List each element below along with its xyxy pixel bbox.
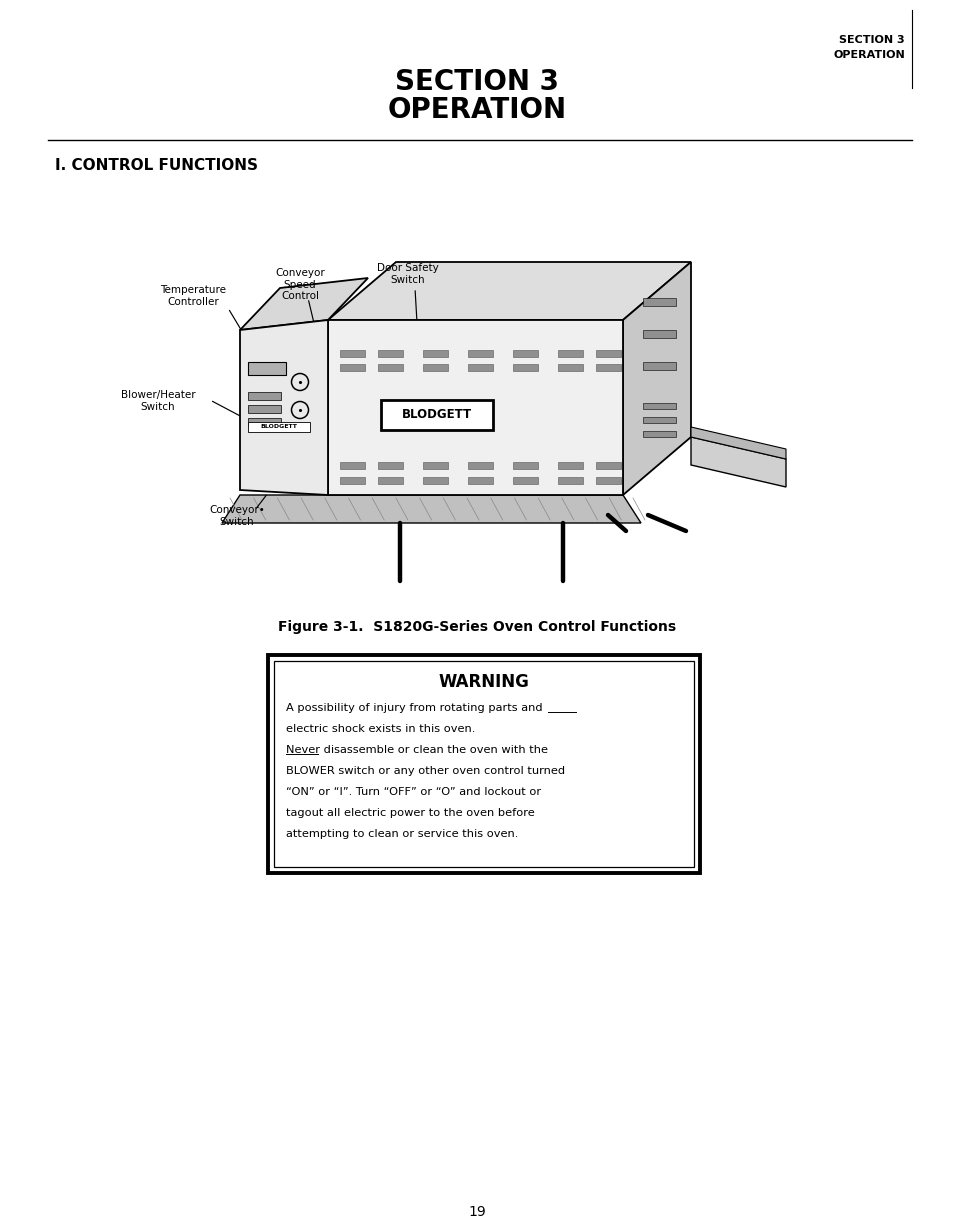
Text: BLODGETT: BLODGETT: [260, 425, 297, 430]
Polygon shape: [690, 437, 785, 487]
Polygon shape: [222, 495, 640, 524]
Bar: [468, 477, 493, 484]
Bar: [339, 477, 365, 484]
Bar: [468, 363, 493, 371]
Bar: [268, 655, 700, 873]
Bar: [377, 363, 402, 371]
Text: SECTION 3: SECTION 3: [395, 68, 558, 96]
Bar: [377, 350, 402, 357]
Text: “ON” or “I”. Turn “OFF” or “O” and lockout or: “ON” or “I”. Turn “OFF” or “O” and locko…: [286, 787, 540, 797]
Bar: [468, 350, 493, 357]
Polygon shape: [240, 278, 368, 330]
Bar: [248, 405, 281, 413]
Polygon shape: [622, 262, 690, 495]
Text: I. CONTROL FUNCTIONS: I. CONTROL FUNCTIONS: [55, 158, 257, 172]
Bar: [558, 462, 582, 469]
Bar: [642, 298, 676, 306]
Bar: [248, 392, 281, 400]
Polygon shape: [328, 320, 622, 495]
Bar: [513, 350, 537, 357]
Text: 19: 19: [468, 1205, 485, 1218]
Bar: [248, 362, 286, 375]
Bar: [642, 330, 676, 338]
Text: A possibility of injury from rotating parts and: A possibility of injury from rotating pa…: [286, 703, 542, 713]
Bar: [558, 350, 582, 357]
Polygon shape: [240, 320, 328, 495]
Text: electric shock exists in this oven.: electric shock exists in this oven.: [286, 724, 475, 734]
Polygon shape: [328, 262, 690, 320]
Bar: [596, 462, 620, 469]
Bar: [248, 423, 310, 432]
Bar: [513, 477, 537, 484]
Bar: [339, 350, 365, 357]
Bar: [596, 350, 620, 357]
Bar: [422, 363, 448, 371]
Text: OPERATION: OPERATION: [832, 51, 904, 60]
Bar: [642, 416, 676, 423]
Bar: [422, 462, 448, 469]
Bar: [422, 350, 448, 357]
Text: Conveyor•
Switch: Conveyor• Switch: [209, 505, 265, 526]
Text: Figure 3-1.  S1820G-Series Oven Control Functions: Figure 3-1. S1820G-Series Oven Control F…: [277, 620, 676, 634]
Bar: [468, 462, 493, 469]
Text: Blower/Heater
Switch: Blower/Heater Switch: [121, 391, 195, 411]
FancyBboxPatch shape: [380, 400, 493, 430]
Bar: [274, 662, 693, 867]
Text: Temperature
Controller: Temperature Controller: [160, 285, 226, 307]
Bar: [377, 477, 402, 484]
Text: Door Safety
Switch: Door Safety Switch: [376, 262, 438, 285]
Bar: [248, 418, 281, 426]
Text: OPERATION: OPERATION: [387, 96, 566, 124]
Bar: [558, 477, 582, 484]
Bar: [513, 363, 537, 371]
Bar: [513, 462, 537, 469]
Bar: [377, 462, 402, 469]
Polygon shape: [690, 428, 785, 460]
Bar: [596, 477, 620, 484]
Text: attempting to clean or service this oven.: attempting to clean or service this oven…: [286, 829, 517, 839]
Bar: [339, 363, 365, 371]
Bar: [642, 431, 676, 437]
Text: WARNING: WARNING: [438, 673, 529, 691]
Text: BLOWER switch or any other oven control turned: BLOWER switch or any other oven control …: [286, 766, 564, 776]
Text: Never disassemble or clean the oven with the: Never disassemble or clean the oven with…: [286, 745, 547, 755]
Bar: [642, 362, 676, 370]
Bar: [422, 477, 448, 484]
Text: BLODGETT: BLODGETT: [401, 409, 472, 421]
Text: SECTION 3: SECTION 3: [839, 34, 904, 46]
Text: Conveyor
Speed
Control: Conveyor Speed Control: [274, 269, 325, 301]
Bar: [642, 403, 676, 409]
Bar: [596, 363, 620, 371]
Bar: [339, 462, 365, 469]
Text: tagout all electric power to the oven before: tagout all electric power to the oven be…: [286, 808, 535, 818]
Bar: [558, 363, 582, 371]
